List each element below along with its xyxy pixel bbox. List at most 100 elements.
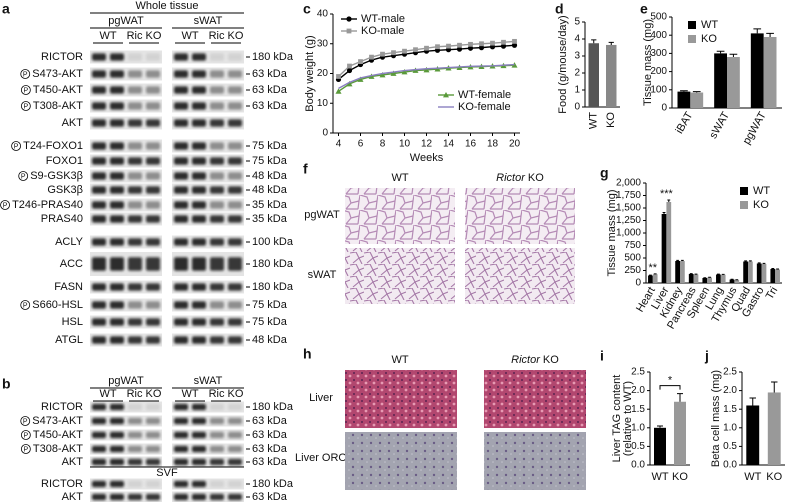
blot-band — [192, 157, 206, 165]
blot-band — [110, 186, 124, 194]
kda-label: 63 kDa — [252, 415, 288, 427]
blot-strip — [90, 154, 162, 168]
blot-band — [192, 480, 206, 488]
y-tick-label: 400 — [650, 30, 667, 41]
bar — [661, 214, 667, 283]
blot-band — [110, 431, 124, 439]
kda-label: 180 kDa — [252, 478, 294, 490]
blot-band — [210, 431, 224, 439]
blot-band — [92, 458, 106, 466]
blot-band — [228, 301, 242, 309]
blot-band — [228, 172, 242, 180]
blot-strip — [90, 443, 162, 455]
gene: Rictor — [496, 172, 526, 184]
blot-strip — [90, 139, 162, 153]
kda-label: 180 kDa — [252, 401, 294, 413]
blot-band — [128, 157, 142, 165]
blot-band — [146, 201, 160, 209]
blot-strip — [172, 443, 244, 455]
blot-band — [228, 157, 242, 165]
blot-strip — [172, 315, 244, 329]
bar — [693, 274, 699, 283]
blot-band — [110, 142, 124, 150]
blot-band — [128, 257, 142, 271]
group-label: sWAT — [194, 375, 223, 387]
kda-label: 75 kDa — [252, 155, 288, 167]
blot-band — [128, 431, 142, 439]
blot-band — [210, 86, 224, 94]
point — [357, 76, 364, 82]
blot-band — [192, 119, 206, 127]
x-tick-label: 16 — [465, 139, 477, 150]
blot-strip — [90, 456, 162, 468]
point — [500, 43, 507, 49]
blot-band — [92, 283, 106, 291]
y-tick-label: 750 — [624, 240, 641, 251]
x-tick-label: iBAT — [674, 110, 696, 136]
x-tick-label: KO — [766, 471, 782, 483]
blot-band — [210, 257, 224, 271]
bar — [720, 274, 726, 283]
phospho-symbol: P — [24, 87, 29, 94]
panel-letter: f — [303, 161, 308, 177]
point — [335, 88, 342, 94]
blot-strip — [172, 401, 244, 413]
phospho-symbol: P — [23, 418, 28, 425]
blot-band — [110, 86, 124, 94]
row-label: T450-AKT — [33, 429, 83, 441]
blot-band — [192, 431, 206, 439]
lane-label: Ric KO — [127, 388, 162, 400]
bar — [690, 92, 704, 108]
kda-label: 180 kDa — [252, 281, 294, 293]
row-label: S473-AKT — [32, 68, 83, 80]
blot-band — [146, 283, 160, 291]
error-bar — [662, 212, 666, 214]
blot-band — [228, 403, 242, 411]
blot-strip — [90, 235, 162, 249]
blot-strip — [90, 415, 162, 427]
kda-label: 180 kDa — [252, 51, 294, 63]
blot-band — [192, 257, 206, 271]
blot-strip — [172, 415, 244, 427]
y-tick-label: 1,000 — [616, 228, 641, 239]
point — [457, 42, 462, 48]
x-tick-label: 12 — [421, 139, 433, 150]
blot-strip — [90, 83, 162, 97]
kda-label: 35 kDa — [252, 213, 288, 225]
error-bar — [591, 39, 597, 44]
blot-band — [174, 318, 188, 326]
blot-strip — [172, 154, 244, 168]
blot-band — [110, 458, 124, 466]
blot-band — [174, 86, 188, 94]
micrograph — [345, 432, 457, 490]
blot-band — [174, 445, 188, 453]
bar — [666, 202, 672, 283]
blot-band — [210, 283, 224, 291]
blot-band — [92, 215, 106, 223]
y-tick-label: 100 — [650, 84, 667, 95]
phospho-icon — [20, 416, 31, 426]
blot-band — [128, 301, 142, 309]
y-tick-label: 2.5 — [631, 367, 645, 378]
y-tick-label: 2,000 — [616, 178, 641, 189]
blot-band — [92, 238, 106, 246]
group-label: pgWAT — [108, 375, 144, 387]
row-label: RICTOR — [41, 478, 83, 490]
row-label: T246-PRAS40 — [12, 199, 83, 211]
bar — [775, 269, 780, 283]
blot-strip — [90, 116, 162, 130]
column-label: WT — [391, 354, 408, 366]
blot-band — [110, 70, 124, 78]
blot-strip — [172, 333, 244, 347]
histology-f: f WT Rictor KO pgWAT sWAT — [303, 161, 575, 304]
error-bar — [762, 262, 766, 264]
blot-band — [128, 480, 142, 488]
legend-marker — [346, 28, 352, 34]
error-bar — [677, 393, 683, 402]
point — [435, 44, 440, 50]
blot-header: Whole tissue — [136, 0, 199, 12]
phospho-icon — [18, 171, 29, 181]
blot-band — [110, 480, 124, 488]
row-label: pgWAT — [304, 209, 340, 221]
blot-band — [146, 301, 160, 309]
